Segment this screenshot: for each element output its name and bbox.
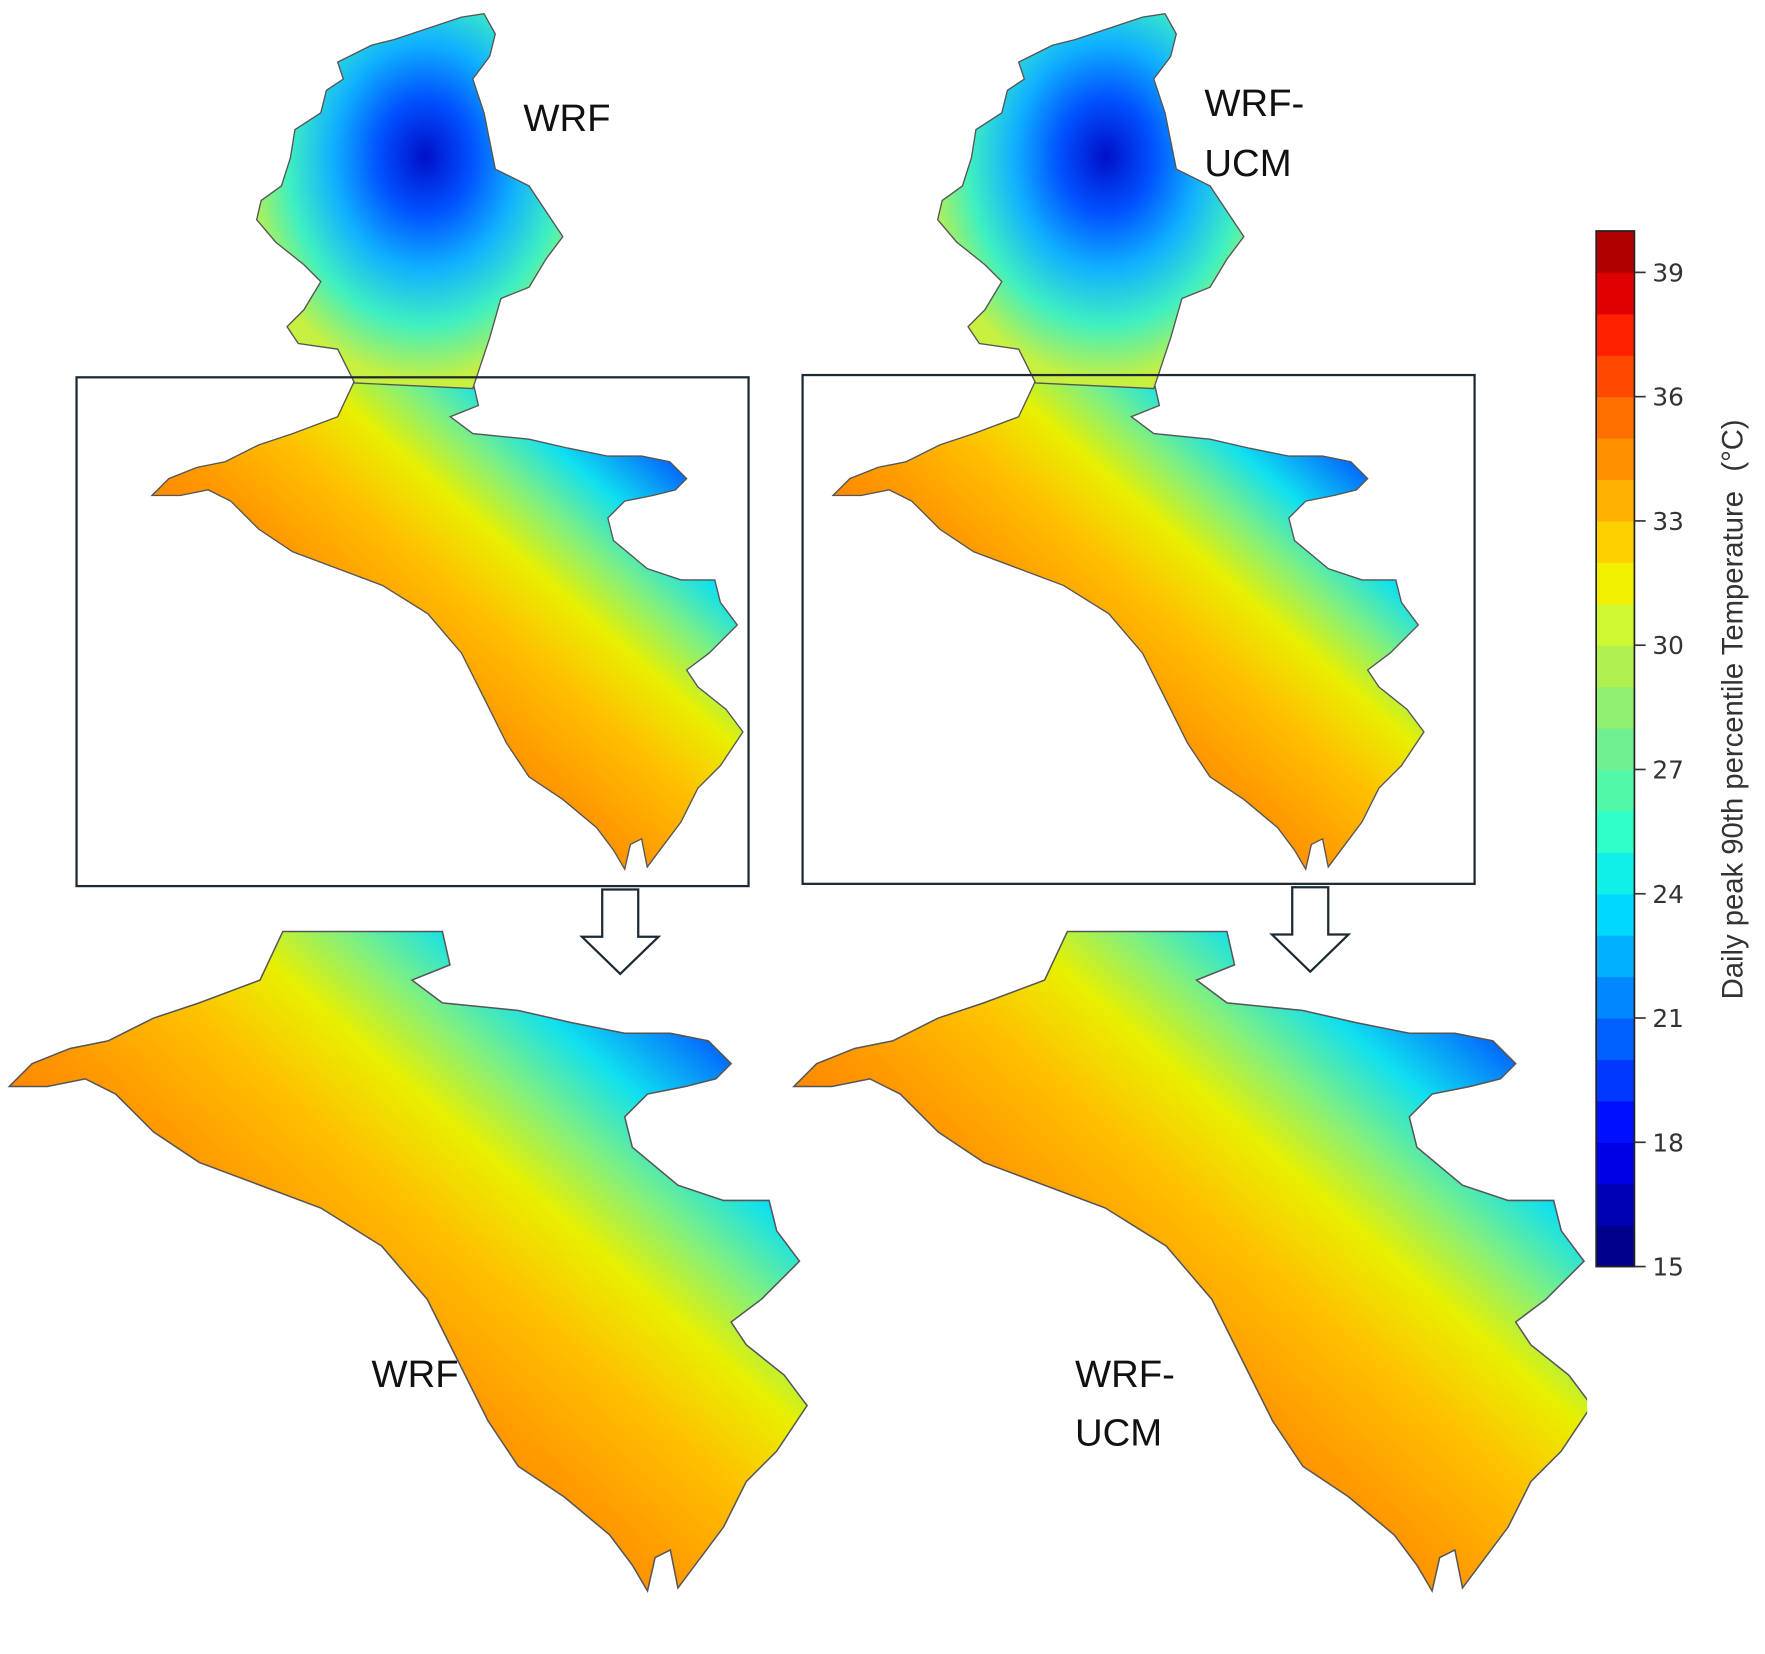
colorbar-band <box>1596 1059 1635 1102</box>
colorbar-band <box>1596 479 1635 522</box>
map-top-wrf-ucm: WRF- UCM <box>801 13 1476 885</box>
colorbar-band <box>1596 603 1635 646</box>
colorbar-band <box>1596 1225 1635 1268</box>
colorbar-band <box>1596 645 1635 688</box>
colorbar-tick-label: 30 <box>1652 631 1684 660</box>
panel-label: WRF <box>523 97 610 140</box>
colorbar-tick-label: 27 <box>1652 755 1684 784</box>
panel-label-line1: WRF- <box>1204 82 1304 125</box>
colorbar-tick-label: 18 <box>1652 1128 1684 1157</box>
panel-label-line2: UCM <box>1075 1412 1162 1455</box>
zoom-box <box>801 373 1476 885</box>
colorbar-band <box>1596 728 1635 771</box>
colorbar-frame <box>1595 230 1636 1268</box>
colorbar-tick-label: 33 <box>1652 507 1684 536</box>
colorbar-band <box>1596 355 1635 398</box>
colorbar-band <box>1596 272 1635 315</box>
south-region-zoomed <box>8 930 808 1592</box>
colorbar-band <box>1596 520 1635 563</box>
colorbar-band <box>1596 396 1635 439</box>
colorbar-band <box>1596 976 1635 1019</box>
south-region-zoomed <box>793 930 1588 1592</box>
down-arrow-icon <box>1269 886 1352 974</box>
colorbar-band <box>1596 893 1635 936</box>
colorbar-tick-label: 24 <box>1652 880 1684 909</box>
colorbar-band <box>1596 1142 1635 1185</box>
svg-text:Daily peak 90th percentile Tem: Daily peak 90th percentile Temperature (… <box>1717 419 1749 999</box>
colorbar-tick-label: 15 <box>1652 1253 1684 1282</box>
down-arrow-icon <box>579 888 662 976</box>
south-region <box>832 380 1425 870</box>
colorbar-band <box>1596 1183 1635 1226</box>
zoom-box <box>75 376 750 888</box>
colorbar-band <box>1596 852 1635 895</box>
colorbar-tick-label: 21 <box>1652 1004 1684 1033</box>
colorbar-band <box>1596 438 1635 481</box>
north-region <box>255 13 564 390</box>
colorbar-title: Daily peak 90th percentile Temperature <box>1717 491 1749 999</box>
map-bottom-wrf-ucm <box>793 930 1588 1592</box>
panel-label: WRF <box>371 1353 458 1396</box>
colorbar-band <box>1596 313 1635 356</box>
colorbar-band <box>1596 1100 1635 1143</box>
colorbar-band <box>1596 935 1635 978</box>
colorbar-band <box>1596 1018 1635 1061</box>
colorbar: 15 18 21 24 27 30 33 36 39 <box>1595 230 1684 1282</box>
panel-label-line1: WRF- <box>1075 1353 1175 1396</box>
map-bottom-wrf <box>8 930 808 1592</box>
map-top-wrf: WRF <box>75 13 750 888</box>
colorbar-band <box>1596 769 1635 812</box>
colorbar-tick-label: 36 <box>1652 383 1684 412</box>
colorbar-unit: (°C) <box>1717 419 1749 471</box>
south-region <box>151 380 744 870</box>
colorbar-tick-label: 39 <box>1652 258 1684 287</box>
panel-label-line2: UCM <box>1204 142 1291 185</box>
colorbar-band <box>1596 686 1635 729</box>
colorbar-band <box>1596 230 1635 273</box>
north-region <box>936 13 1245 390</box>
colorbar-band <box>1596 562 1635 605</box>
colorbar-band <box>1596 810 1635 853</box>
